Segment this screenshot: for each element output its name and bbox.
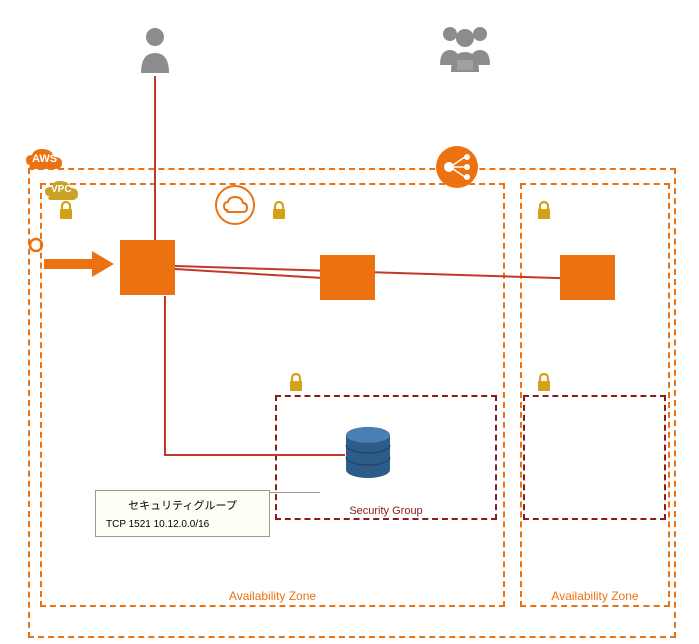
users-icon [435,20,495,75]
gateway-icon [28,237,44,253]
ingress-arrow-icon [44,248,114,280]
sg1-label: Security Group [275,505,497,517]
edge-box1-db-h [165,454,345,456]
aws-cloud-badge: AWS [18,145,74,175]
callout-title: セキュリティグループ [106,497,259,513]
lock-icon [57,200,75,220]
callout-rule: TCP 1521 10.12.0.0/16 [106,519,259,530]
lock-icon [270,200,288,220]
user-icon [135,25,175,75]
edge-user-box1 [154,76,156,246]
lock-icon [535,372,553,392]
ec2-instance-2 [320,255,375,300]
database-icon [343,425,393,480]
az2-label: Availability Zone [520,589,670,603]
az1-label: Availability Zone [40,589,505,603]
security-group-2 [523,395,666,520]
cloud-circle-icon [215,185,255,225]
security-group-callout: セキュリティグループ TCP 1521 10.12.0.0/16 [95,490,270,537]
edge-box1-db-v [164,296,166,456]
elb-icon [435,145,479,189]
lock-icon [287,372,305,392]
ec2-instance-1 [120,240,175,295]
ec2-instance-3 [560,255,615,300]
callout-leader-line [270,492,320,493]
lock-icon [535,200,553,220]
